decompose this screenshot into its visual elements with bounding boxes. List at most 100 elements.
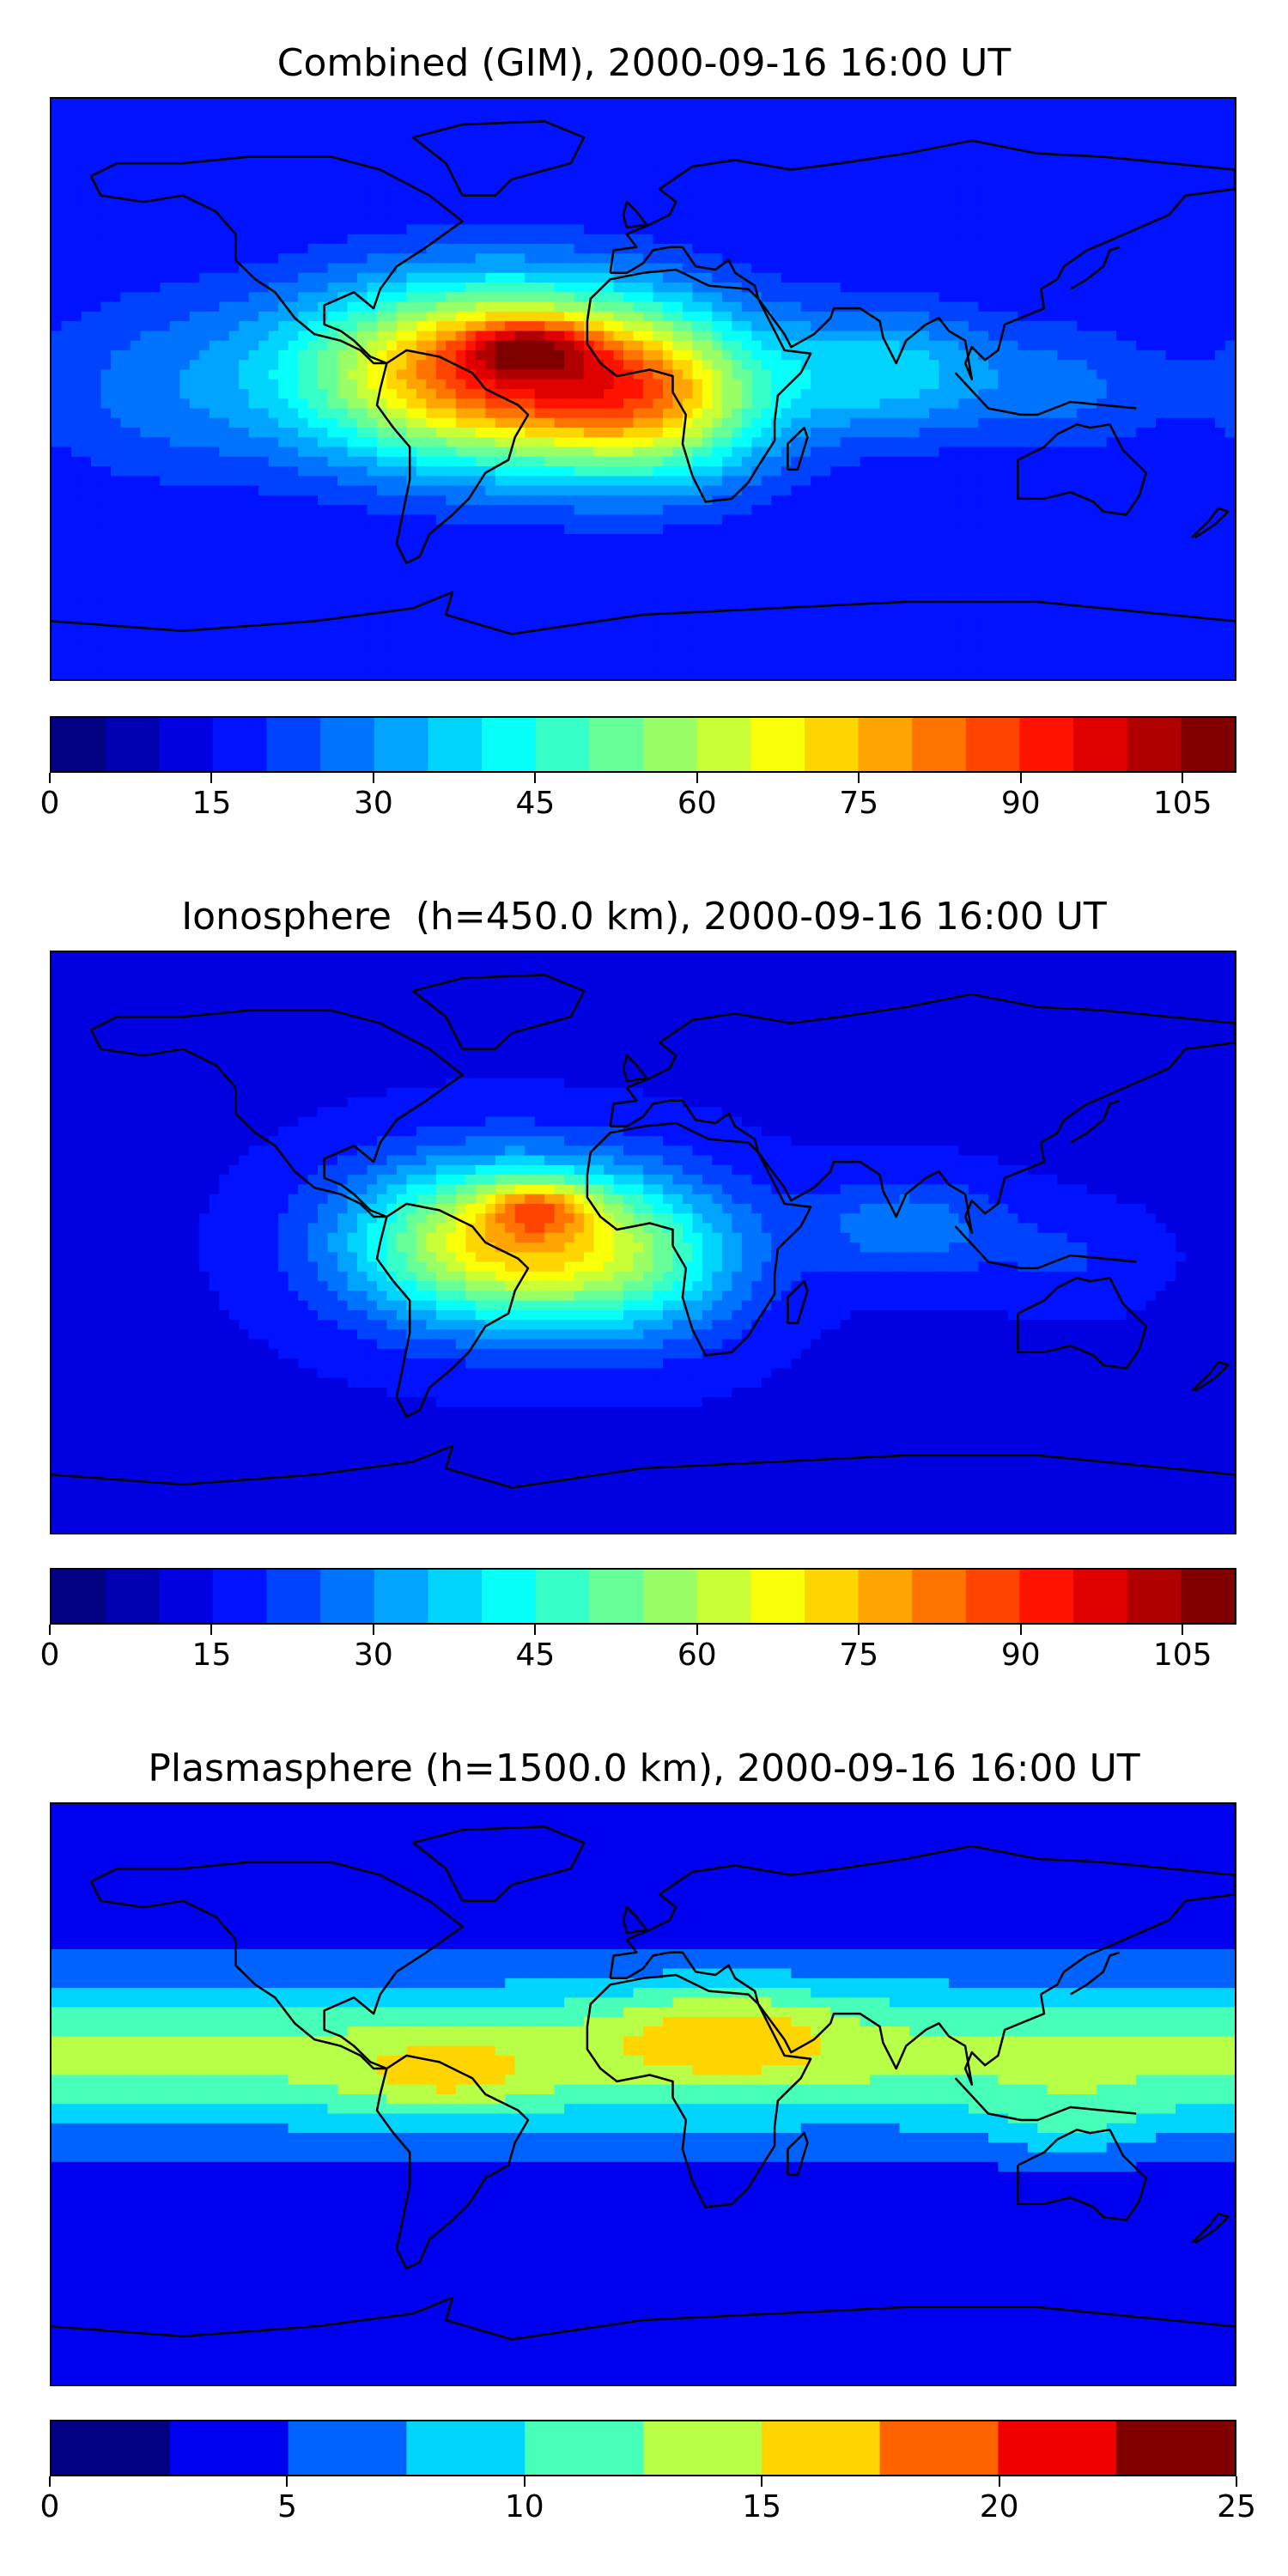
coastline-uk (622, 1054, 648, 1083)
colorbar-ticks-plasmasphere: 0 5 10 15 20 25 (40, 2476, 1256, 2524)
coastline-southAmerica (375, 2054, 530, 2270)
colorbar-tick-label: 30 (354, 787, 393, 821)
contour-map-combined (52, 99, 1235, 679)
coastline-indonesia (954, 2077, 1137, 2122)
coastline-antarctica (52, 1444, 1235, 1489)
colorbar-level (965, 1570, 1020, 1623)
colorbar-level (912, 1570, 967, 1623)
colorbar-level (1181, 718, 1235, 771)
coastline-uk (622, 200, 648, 229)
colorbar-tick (1019, 1625, 1022, 1635)
coastline-indonesia (954, 1225, 1137, 1270)
coastline-africa (586, 1121, 812, 1357)
colorbar-level (750, 1570, 805, 1623)
colorbar-level (52, 1570, 106, 1623)
colorbar-tick (523, 2476, 526, 2487)
colorbar-tick-label: 0 (40, 2490, 60, 2524)
coastline-newZealand (1191, 1360, 1230, 1392)
map-combined (50, 97, 1236, 681)
colorbar-tick (696, 773, 698, 783)
colorbar-level (1127, 1570, 1182, 1623)
panel-title-combined: Combined (GIM), 2000-09-16 16:00 UT (0, 41, 1288, 86)
colorbar-level (535, 1570, 590, 1623)
colorbar-tick (49, 2476, 51, 2487)
colorbar-tick (1182, 773, 1184, 783)
colorbar-tick (1019, 773, 1022, 783)
colorbar-level (750, 718, 805, 771)
coastline-japan (1069, 246, 1121, 290)
contour-map-ionosphere (52, 952, 1235, 1533)
colorbar-gradient-plasmasphere (52, 2421, 1235, 2475)
colorbar-level (804, 718, 860, 771)
coastline-greenland (411, 974, 586, 1050)
colorbar-level (374, 1570, 428, 1623)
colorbar-tick-label: 90 (1001, 787, 1041, 821)
map-ionosphere (50, 951, 1236, 1534)
colorbar-plasmasphere (50, 2420, 1236, 2476)
colorbar-tick-label: 60 (677, 787, 717, 821)
colorbar-level (266, 1570, 321, 1623)
colorbar-level (1127, 718, 1182, 771)
colorbar-tick-label: 15 (192, 787, 232, 821)
colorbar-tick-label: 45 (515, 787, 555, 821)
colorbar-tick-label: 0 (40, 787, 60, 821)
colorbar-level (858, 718, 913, 771)
colorbar-level (406, 2421, 526, 2475)
colorbar-level (320, 718, 375, 771)
colorbar-level (761, 2421, 881, 2475)
coastline-eurasia (609, 993, 1235, 1234)
colorbar-tick-label: 10 (505, 2490, 544, 2524)
colorbar-tick-label: 15 (742, 2490, 781, 2524)
coastlines (52, 974, 1235, 1489)
colorbar-tick (761, 2476, 763, 2487)
coastline-greenland (411, 120, 586, 197)
coastline-antarctica (52, 591, 1235, 635)
colorbar-level (879, 2421, 999, 2475)
coastline-antarctica (52, 2296, 1235, 2341)
map-plasmasphere (50, 1802, 1236, 2386)
colorbar-tick-label: 90 (1001, 1638, 1041, 1673)
colorbar-level (1116, 2421, 1235, 2475)
colorbar-gradient-combined (52, 718, 1235, 771)
coastline-australia (1017, 423, 1147, 516)
colorbar-tick (534, 773, 537, 783)
coastline-uk (622, 1905, 648, 1935)
colorbar-level (428, 718, 483, 771)
coastlines (52, 120, 1235, 635)
colorbar-level (998, 2421, 1117, 2475)
coastline-southAmerica (375, 349, 530, 565)
colorbar-level (643, 718, 698, 771)
colorbar-level (696, 1570, 751, 1623)
colorbar-level (212, 1570, 268, 1623)
colorbar-level (52, 2421, 171, 2475)
colorbar-level (525, 2421, 644, 2475)
colorbar-level (428, 1570, 483, 1623)
colorbar-ticks-ionosphere: 0 15 30 45 60 75 90 105 (40, 1625, 1236, 1673)
colorbar-tick (858, 1625, 860, 1635)
colorbar-level (52, 718, 106, 771)
colorbar-tick-label: 105 (1153, 1638, 1212, 1673)
colorbar-level (482, 1570, 537, 1623)
colorbar-tick (1182, 1625, 1184, 1635)
colorbar-tick (210, 773, 213, 783)
colorbar-level (105, 1570, 160, 1623)
colorbar-level (374, 718, 428, 771)
colorbar-level (1019, 718, 1074, 771)
coastline-northAmerica (89, 155, 464, 365)
coastline-africa (586, 1973, 812, 2208)
coastline-madagascar (787, 426, 809, 471)
colorbar-tick-label: 30 (354, 1638, 393, 1673)
colorbar-gradient-ionosphere (52, 1570, 1235, 1623)
colorbar-level (1181, 1570, 1235, 1623)
colorbar-level (696, 718, 751, 771)
colorbar-tick-label: 105 (1153, 787, 1212, 821)
colorbar-level (912, 718, 967, 771)
colorbar-level (589, 1570, 644, 1623)
coastline-northAmerica (89, 1009, 464, 1218)
colorbar-level (266, 718, 321, 771)
coastline-indonesia (954, 372, 1137, 416)
colorbar-level (589, 718, 644, 771)
coastline-newZealand (1191, 507, 1230, 538)
coastline-southAmerica (375, 1202, 530, 1419)
colorbar-level (1073, 718, 1128, 771)
